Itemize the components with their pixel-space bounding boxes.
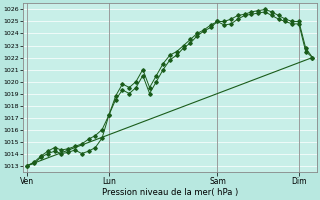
X-axis label: Pression niveau de la mer( hPa ): Pression niveau de la mer( hPa ) xyxy=(102,188,238,197)
